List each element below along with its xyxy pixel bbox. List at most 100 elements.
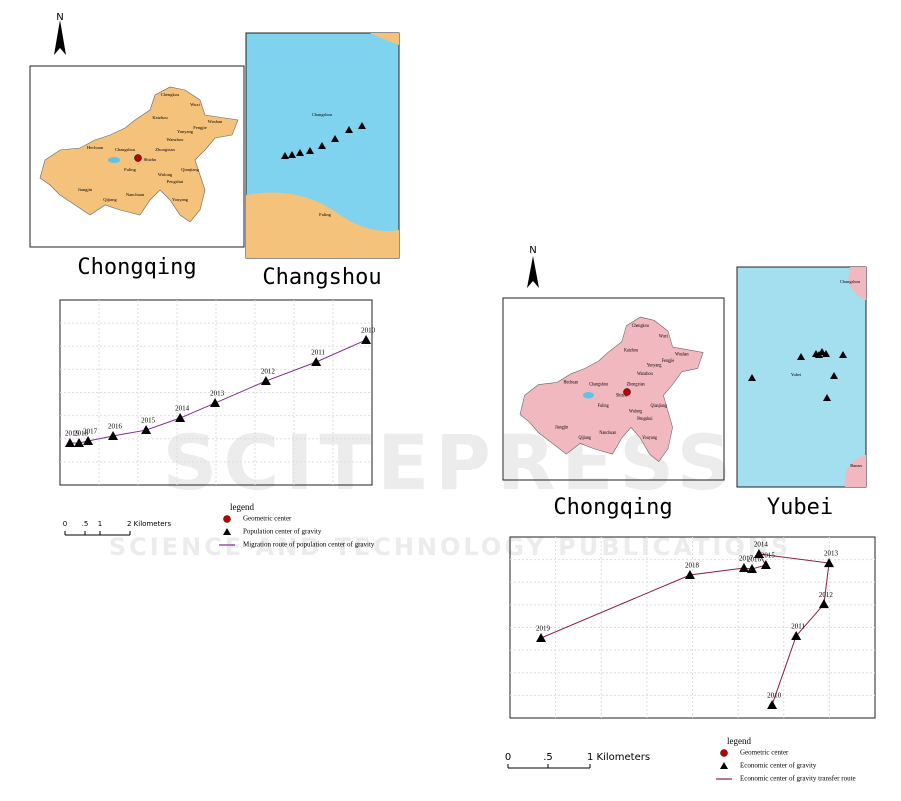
district-label: Shizhu [144, 157, 157, 162]
district-label: Chengkou [632, 323, 650, 328]
scale-label: 2 Kilometers [127, 520, 171, 528]
geometric-center [134, 154, 142, 162]
year-label: 2011 [791, 623, 805, 631]
district-label: Qianjiang [181, 167, 199, 172]
year-label: 2019 [536, 625, 551, 633]
inset-point [331, 135, 339, 142]
year-label: 2016 [108, 423, 123, 431]
center-point [361, 334, 372, 344]
center-point [824, 558, 835, 568]
year-label: 2011 [311, 349, 325, 357]
scale-label: 1 [98, 520, 102, 528]
center-point [141, 425, 152, 435]
watermark-subtitle: SCIENCE AND TECHNOLOGY PUBLICATIONS [109, 533, 791, 561]
legend-title: legend [230, 502, 254, 512]
center-point [74, 438, 85, 448]
year-label: 2015 [141, 417, 156, 425]
year-label: 2018 [74, 430, 89, 438]
north-label: N [529, 245, 536, 256]
inset-place: Banan [850, 463, 862, 468]
district-label: Pengshui [167, 179, 184, 184]
land [246, 192, 399, 258]
center-point [746, 564, 757, 574]
district-label: Wushan [675, 351, 689, 356]
inset-point [318, 142, 326, 149]
year-label: 2016 [747, 556, 762, 564]
north-arrow [54, 20, 66, 55]
district-label: Youyang [642, 435, 658, 440]
center-point [753, 549, 764, 559]
district-label: Nanchuan [126, 192, 145, 197]
district-label: Jiangjin [555, 424, 569, 429]
inset-label: Yubei [767, 495, 833, 520]
district-label: Zhongxian [627, 381, 646, 386]
inset-label: Changshou [262, 265, 381, 290]
district-label: Wanzhou [167, 137, 185, 142]
district-label: Youyang [172, 197, 189, 202]
district-label: Hechuan [87, 145, 104, 150]
center-point [210, 398, 221, 408]
inset-place: Fuling [319, 212, 332, 217]
inset-point [830, 372, 838, 379]
land [370, 33, 399, 45]
scale-label: 1 Kilometers [587, 752, 650, 763]
center-point [818, 599, 829, 609]
geometric-center [623, 388, 631, 396]
district-label: Qijiang [103, 197, 117, 202]
inset-point [839, 351, 847, 358]
land [844, 455, 866, 487]
inset-point [797, 353, 805, 360]
inset-frame [736, 266, 867, 488]
district-label: Zhongxian [155, 147, 175, 152]
district-label: Yunyang [647, 362, 662, 367]
year-label: 2010 [361, 327, 376, 335]
center-point [791, 631, 802, 641]
inset-point [823, 394, 831, 401]
map-frame [29, 65, 245, 248]
district-label: Fengjie [193, 125, 207, 130]
year-label: 2015 [761, 552, 776, 560]
center-point [767, 699, 778, 709]
scale-label: .5 [543, 752, 553, 763]
year-label: 2014 [175, 405, 190, 413]
region [519, 316, 704, 463]
district-label: Changshou [589, 381, 608, 386]
inset-point [345, 126, 353, 133]
district-label: Yunyang [177, 129, 194, 134]
center-point [311, 356, 322, 366]
year-label: 2013 [824, 550, 839, 558]
year-label: 2018 [685, 562, 700, 570]
inset-point [748, 374, 756, 381]
legend-label: Economic center of gravity transfer rout… [740, 775, 856, 783]
land [848, 267, 866, 300]
legend-label: Geometric center [243, 515, 292, 523]
north-label: N [56, 12, 63, 23]
scale-label: .5 [82, 520, 89, 528]
center-point [738, 562, 749, 572]
inset-point [296, 149, 304, 156]
district-label: Nanchuan [599, 430, 617, 435]
map-label: Chongqing [77, 255, 196, 280]
legend-symbol [720, 749, 728, 757]
year-label: 2017 [739, 555, 754, 563]
scale-label: 0 [63, 520, 67, 528]
center-point [684, 570, 695, 580]
center-point [760, 560, 771, 570]
center-point [175, 413, 186, 423]
district-label: Fengjie [662, 358, 674, 363]
center-point [64, 438, 75, 448]
district-label: Wuxi [190, 102, 201, 107]
center-point [260, 376, 271, 386]
year-label: 2012 [819, 591, 834, 599]
year-label: 2013 [210, 390, 225, 398]
district-label: Wuxi [659, 333, 669, 338]
map-frame [502, 297, 725, 481]
district-label: Qianjiang [651, 403, 668, 408]
year-label: 2014 [754, 541, 769, 549]
year-label: 2012 [261, 368, 276, 376]
district-label: Wushan [208, 119, 223, 124]
inset-point [288, 151, 296, 158]
